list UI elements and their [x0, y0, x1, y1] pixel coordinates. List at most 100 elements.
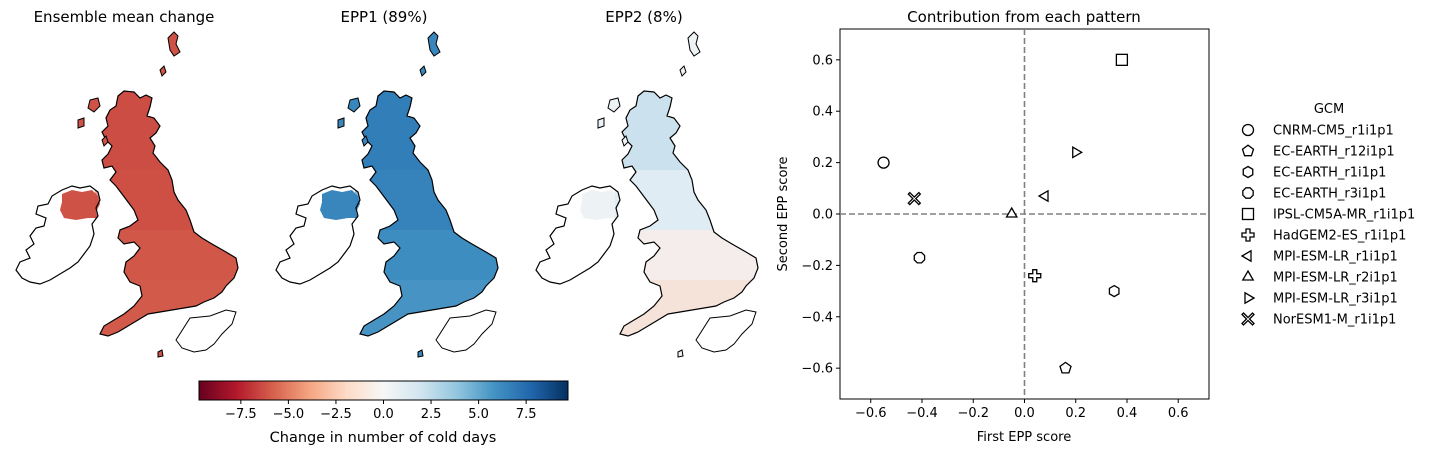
regional-shading — [95, 230, 238, 280]
legend-label: MPI-ESM-LR_r1i1p1 — [1273, 250, 1398, 265]
colorbar-tick-label: 0.0 — [373, 407, 394, 422]
panel-title: Ensemble mean change — [34, 8, 215, 26]
ireland-outline — [535, 185, 621, 285]
scatter-chart: Contribution from each pattern −0.6 −0.4 −… — [776, 8, 1210, 445]
legend-marker-x-cross — [1241, 312, 1255, 326]
island — [679, 65, 687, 77]
island — [677, 349, 684, 358]
x-axis-ticks: −0.6 −0.4 −0.2 0.0 0.2 0.4 0.6 — [855, 399, 1189, 421]
data-point-x-cross — [907, 191, 922, 206]
island — [607, 97, 621, 113]
colorbar-bar — [198, 380, 569, 401]
legend-label: MPI-ESM-LR_r2i1p1 — [1273, 271, 1398, 286]
island — [87, 97, 101, 113]
y-tick-label: 0.2 — [812, 156, 833, 171]
regional-shading — [95, 170, 238, 230]
colorbar-ticks: −7.5 −5.0 −2.5 0.0 2.5 5.0 7.5 — [225, 400, 536, 422]
legend-marker-triangle-right — [1244, 291, 1256, 305]
island — [101, 135, 109, 147]
colorbar-tick-label: 5.0 — [468, 407, 489, 422]
map-panel-epp1: EPP1 (89%) — [275, 8, 499, 358]
legend-marker-square — [1241, 207, 1255, 221]
y-tick-label: 0.4 — [812, 105, 833, 120]
northern-ireland-fill — [320, 190, 360, 220]
x-tick-label: −0.2 — [957, 406, 989, 421]
legend-marker-octagon — [1242, 187, 1254, 199]
map-panel-epp2: EPP2 (8%) — [535, 8, 759, 358]
regional-shading — [355, 170, 498, 230]
legend-marker-hexagon — [1242, 165, 1254, 179]
ireland-outline — [15, 185, 101, 285]
panel-title: EPP2 (8%) — [605, 8, 682, 26]
great-britain-outline — [99, 90, 239, 337]
regional-shading — [615, 91, 758, 170]
island — [427, 31, 441, 57]
legend-marker-triangle-left — [1240, 249, 1252, 263]
island — [361, 135, 369, 147]
island — [337, 117, 345, 129]
uk-map — [15, 31, 239, 358]
colorbar: −7.5 −5.0 −2.5 0.0 2.5 5.0 7.5 Change in numbe… — [198, 380, 569, 446]
great-britain-outline — [619, 90, 759, 337]
data-point-square — [1115, 53, 1129, 66]
panel-title: EPP1 (89%) — [341, 8, 428, 26]
y-axis-label: Second EPP score — [776, 157, 791, 272]
legend-title: GCM — [1314, 102, 1344, 117]
island — [157, 349, 164, 358]
legend-label: EC-EARTH_r1i1p1 — [1273, 166, 1386, 181]
data-point-hexagon — [1108, 284, 1120, 298]
island — [687, 31, 701, 57]
island — [347, 97, 361, 113]
island — [77, 117, 85, 129]
legend-marker-pentagon — [1241, 144, 1255, 157]
legend-items: CNRM-CM5_r1i1p1 EC-EARTH_r12i1p1 EC-EARTH_… — [1240, 123, 1415, 328]
y-tick-label: −0.4 — [801, 310, 833, 325]
legend-label: NorESM1-M_r1i1p1 — [1273, 313, 1396, 328]
data-point-circle — [877, 156, 890, 169]
data-points — [877, 53, 1129, 374]
legend-label: CNRM-CM5_r1i1p1 — [1273, 124, 1394, 139]
legend-marker-plus — [1241, 228, 1255, 242]
legend-label: EC-EARTH_r12i1p1 — [1273, 145, 1395, 160]
island — [621, 135, 629, 147]
colorbar-label: Change in number of cold days — [270, 430, 497, 446]
regional-shading — [615, 230, 758, 280]
uk-map — [535, 31, 759, 358]
regional-shading — [95, 91, 238, 170]
regional-shading — [615, 170, 758, 230]
y-tick-label: −0.2 — [801, 259, 833, 274]
legend-label: MPI-ESM-LR_r3i1p1 — [1273, 292, 1398, 307]
legend-label: IPSL-CM5A-MR_r1i1p1 — [1273, 208, 1415, 223]
data-point-plus — [1028, 269, 1042, 283]
legend-marker-circle — [1241, 123, 1255, 137]
regional-shading — [355, 91, 498, 170]
northern-ireland-fill — [60, 190, 100, 220]
data-point-triangle-left — [1037, 189, 1049, 203]
x-tick-label: −0.4 — [906, 406, 938, 421]
colorbar-tick-label: −2.5 — [320, 407, 352, 422]
coast-outline — [435, 309, 497, 353]
island — [419, 65, 427, 77]
legend-label: HadGEM2-ES_r1i1p1 — [1273, 229, 1406, 244]
x-tick-label: 0.4 — [1117, 406, 1138, 421]
regional-shading — [355, 230, 498, 280]
uk-map — [275, 31, 499, 358]
northern-ireland-fill — [580, 190, 620, 220]
y-tick-label: −0.6 — [801, 362, 833, 377]
great-britain-outline — [359, 90, 499, 337]
chart-title: Contribution from each pattern — [907, 8, 1141, 26]
map-panel-ensemble-mean: Ensemble mean change — [15, 8, 239, 358]
colorbar-tick-label: −7.5 — [225, 407, 257, 422]
legend-marker-triangle-up — [1241, 269, 1255, 281]
x-tick-label: 0.0 — [1014, 406, 1035, 421]
y-tick-label: 0.0 — [812, 208, 833, 223]
colorbar-tick-label: 7.5 — [516, 407, 537, 422]
data-point-triangle-up — [1005, 206, 1019, 218]
data-point-octagon — [913, 251, 926, 264]
legend: GCM CNRM-CM5_r1i1p1 EC-EARTH_r12i1p1 EC-EA… — [1240, 102, 1415, 328]
island — [417, 349, 424, 358]
x-axis-label: First EPP score — [977, 430, 1071, 445]
ireland-outline — [275, 185, 361, 285]
x-tick-label: 0.6 — [1168, 406, 1189, 421]
x-tick-label: −0.6 — [855, 406, 887, 421]
